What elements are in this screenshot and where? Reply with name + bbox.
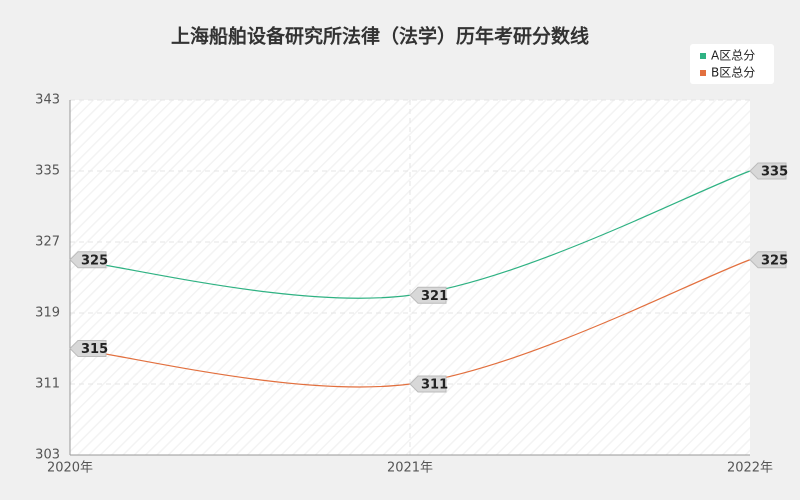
value-label-tag: [69, 340, 107, 357]
legend-swatch: [700, 70, 706, 76]
value-label-tag: [69, 251, 107, 269]
value-label-tag: [749, 162, 787, 180]
y-tick-label: 327: [35, 235, 60, 250]
value-label: 325: [761, 253, 788, 268]
y-tick-label: 311: [35, 377, 60, 392]
value-label-tag: [749, 251, 787, 269]
legend-label: A区总分: [711, 49, 755, 63]
y-tick-label: 343: [35, 93, 60, 108]
value-label: 335: [761, 165, 788, 180]
value-label-tag: [409, 286, 447, 304]
value-label: 315: [81, 342, 108, 357]
legend-box: [690, 44, 774, 84]
value-label: 321: [421, 289, 448, 304]
legend-label: B区总分: [711, 66, 755, 80]
value-label: 325: [81, 253, 108, 268]
y-tick-label: 319: [35, 306, 60, 321]
x-tick-label: 2021年: [387, 461, 433, 476]
value-label-tag: [409, 375, 447, 393]
x-tick-label: 2020年: [47, 461, 93, 476]
y-tick-label: 303: [35, 448, 60, 463]
value-label: 311: [421, 378, 448, 393]
chart-title: 上海船舶设备研究所法律（法学）历年考研分数线: [171, 25, 589, 48]
plot-area: [70, 100, 750, 455]
y-tick-label: 335: [35, 164, 60, 179]
x-tick-label: 2022年: [727, 461, 773, 476]
legend-swatch: [700, 53, 706, 59]
